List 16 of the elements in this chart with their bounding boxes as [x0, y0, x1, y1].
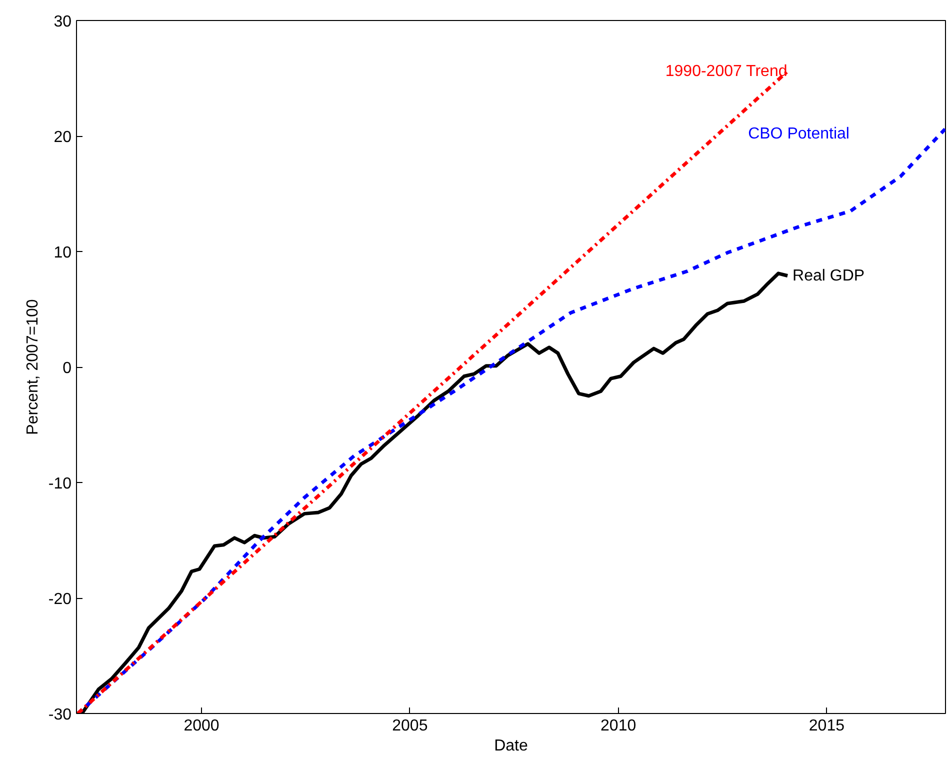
y-tick-label: -20 [48, 591, 72, 608]
x-tick-label: 2005 [392, 718, 428, 734]
y-tick-label: 10 [54, 244, 72, 262]
y-tick-label: 30 [54, 14, 72, 30]
y-tick-label: 20 [54, 129, 72, 146]
y-tick-label: -10 [48, 476, 72, 492]
series-label: 1990-2007 Trend [665, 62, 788, 80]
x-tick-label: 2015 [808, 718, 845, 734]
y-tick-label: -30 [48, 706, 72, 724]
y-axis-title: Percent, 2007=100 [24, 299, 42, 435]
series-label: Real GDP [792, 267, 865, 284]
text: CBO Potential [748, 126, 850, 143]
x-tick-label: 2000 [184, 718, 220, 734]
x-tick-label: 2010 [600, 718, 636, 734]
x-axis-title: Date [494, 738, 528, 754]
y-tick-label: 0 [62, 360, 72, 377]
